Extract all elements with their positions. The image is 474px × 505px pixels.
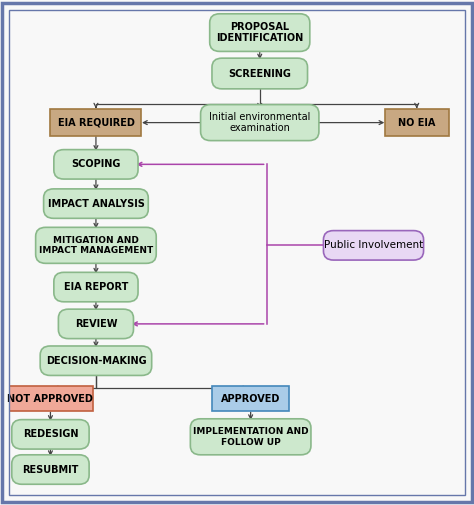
FancyBboxPatch shape — [40, 346, 152, 375]
Text: DECISION-MAKING: DECISION-MAKING — [46, 356, 146, 366]
Text: EIA REQUIRED: EIA REQUIRED — [57, 118, 134, 128]
Text: IMPLEMENTATION AND
FOLLOW UP: IMPLEMENTATION AND FOLLOW UP — [193, 427, 309, 446]
FancyBboxPatch shape — [385, 109, 448, 136]
Text: NO EIA: NO EIA — [398, 118, 436, 128]
FancyBboxPatch shape — [212, 386, 289, 412]
Text: REDESIGN: REDESIGN — [23, 429, 78, 439]
FancyBboxPatch shape — [50, 109, 141, 136]
FancyBboxPatch shape — [210, 14, 310, 52]
FancyBboxPatch shape — [44, 189, 148, 218]
Text: PROPOSAL
IDENTIFICATION: PROPOSAL IDENTIFICATION — [216, 22, 303, 43]
Text: REVIEW: REVIEW — [75, 319, 117, 329]
FancyBboxPatch shape — [12, 455, 89, 484]
Text: EIA REPORT: EIA REPORT — [64, 282, 128, 292]
Text: MITIGATION AND
IMPACT MANAGEMENT: MITIGATION AND IMPACT MANAGEMENT — [39, 236, 153, 255]
FancyBboxPatch shape — [54, 149, 138, 179]
FancyBboxPatch shape — [12, 420, 89, 449]
FancyBboxPatch shape — [9, 386, 92, 412]
FancyBboxPatch shape — [201, 105, 319, 140]
Text: Public Involvement: Public Involvement — [324, 240, 423, 250]
Text: Initial environmental
examination: Initial environmental examination — [209, 112, 310, 133]
Text: SCOPING: SCOPING — [71, 160, 120, 169]
FancyBboxPatch shape — [36, 227, 156, 263]
Text: SCREENING: SCREENING — [228, 69, 291, 78]
Text: RESUBMIT: RESUBMIT — [22, 465, 79, 475]
FancyBboxPatch shape — [58, 309, 134, 339]
FancyBboxPatch shape — [323, 231, 424, 260]
FancyBboxPatch shape — [212, 58, 308, 89]
FancyBboxPatch shape — [191, 419, 311, 455]
Text: NOT APPROVED: NOT APPROVED — [8, 394, 93, 404]
Text: APPROVED: APPROVED — [221, 394, 280, 404]
Text: IMPACT ANALYSIS: IMPACT ANALYSIS — [47, 198, 145, 209]
FancyBboxPatch shape — [54, 272, 138, 302]
